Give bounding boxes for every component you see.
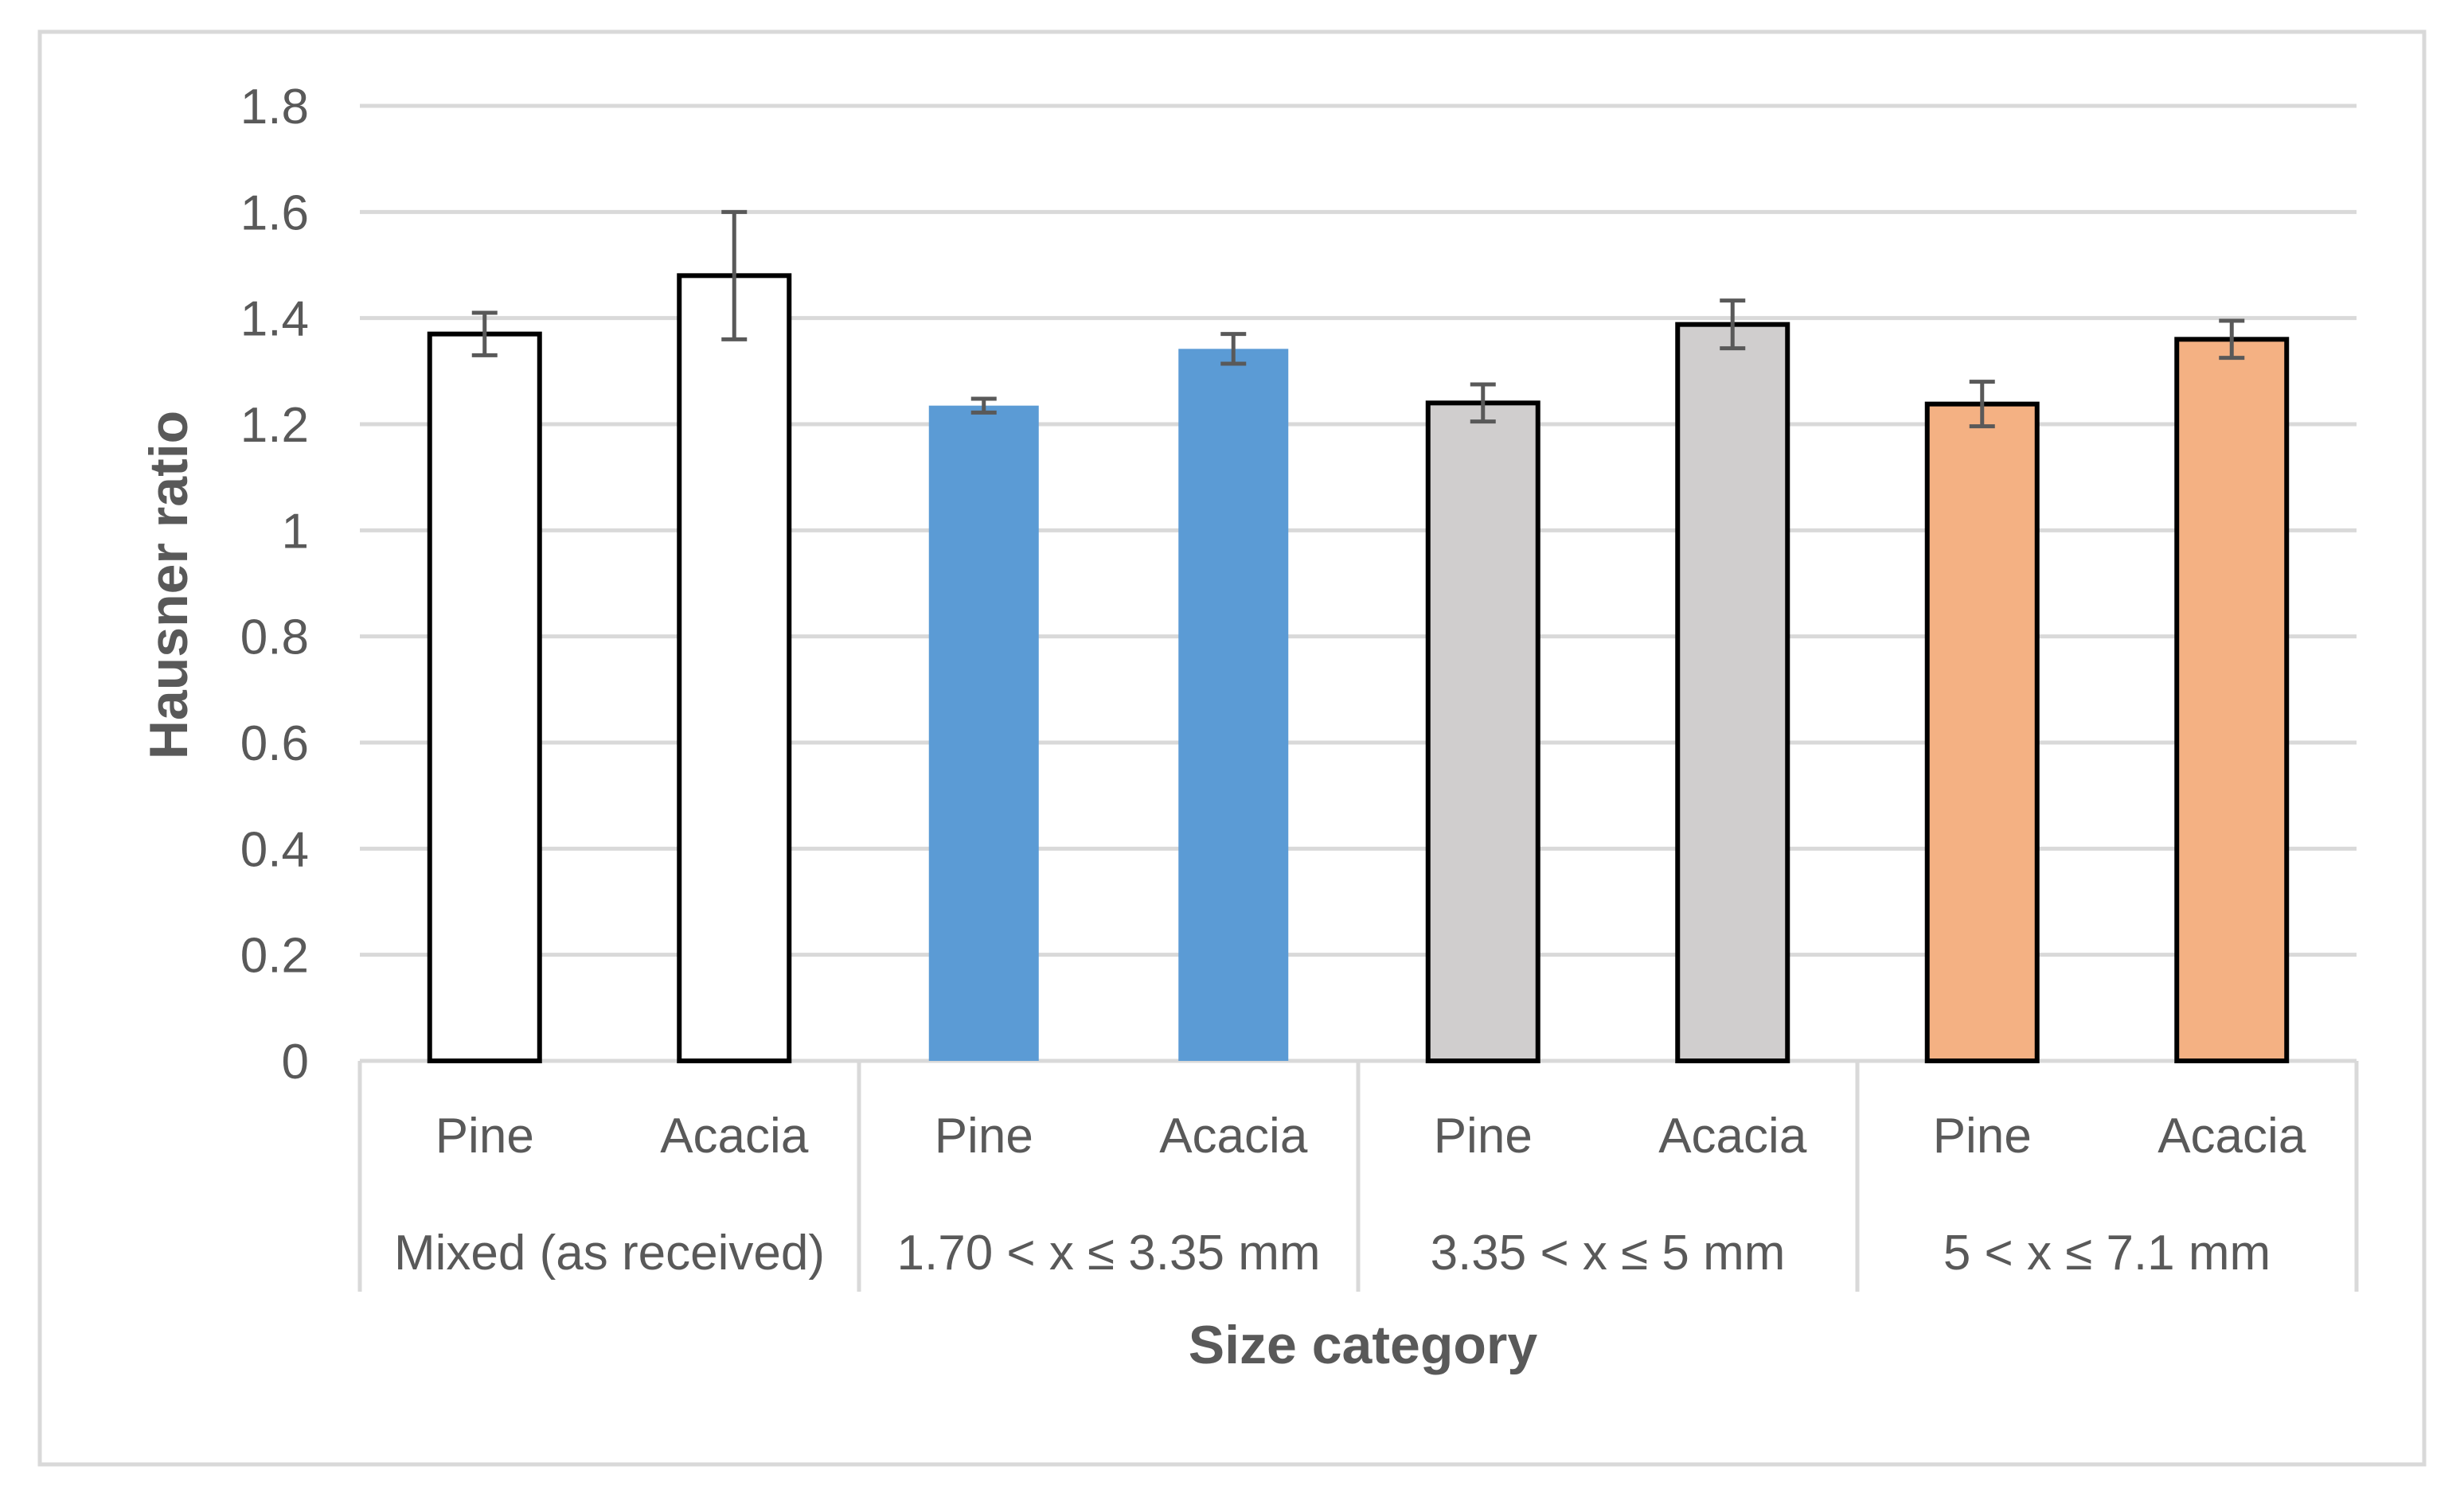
y-tick-label: 1 [282,504,309,559]
y-tick-label: 0 [282,1035,309,1090]
bar-category-label: Pine [435,1109,534,1164]
group-label: 5 < x ≤ 7.1 mm [1943,1226,2271,1281]
bar-category-label: Pine [935,1109,1033,1164]
bar-pine [1924,401,2040,1063]
bar-pine [928,405,1039,1062]
y-axis-title: Hausner ratio [139,411,199,759]
bar-category-label: Acacia [1159,1109,1308,1164]
y-tick-label: 1.8 [240,80,309,135]
bar-category-label: Pine [1434,1109,1533,1164]
bar-category-label: Acacia [2157,1109,2306,1164]
bar-pine [427,331,542,1063]
y-tick-label: 0.8 [240,610,309,665]
y-tick-label: 1.6 [240,185,309,240]
y-tick-label: 1.4 [240,292,309,347]
y-tick-label: 0.4 [240,822,309,877]
y-tick-label: 0.2 [240,929,309,984]
error-bars [471,209,2245,429]
bar-pine [1425,400,1540,1064]
bar-category-label: Pine [1933,1109,2032,1164]
bars [427,273,2290,1064]
bar-category-label: Acacia [1658,1109,1807,1164]
bar-acacia [1178,349,1289,1061]
bar-acacia [2174,337,2290,1064]
group-label: 1.70 < x ≤ 3.35 mm [897,1226,1321,1281]
bar-category-label: Acacia [660,1109,809,1164]
group-label: 3.35 < x ≤ 5 mm [1431,1226,1786,1281]
x-axis-title: Size category [1189,1315,1538,1375]
bar-acacia [1675,322,1790,1063]
y-axis-tick-labels: 0 0.2 0.4 0.6 0.8 1 1.2 1.4 1.6 1.8 [240,80,309,1090]
group-label: Mixed (as received) [394,1226,825,1281]
y-tick-label: 1.2 [240,398,309,453]
y-tick-label: 0.6 [240,716,309,771]
x-axis: Pine Acacia Mixed (as received) Pine Acacia 1… [357,1061,2359,1292]
bar-acacia [677,273,792,1064]
